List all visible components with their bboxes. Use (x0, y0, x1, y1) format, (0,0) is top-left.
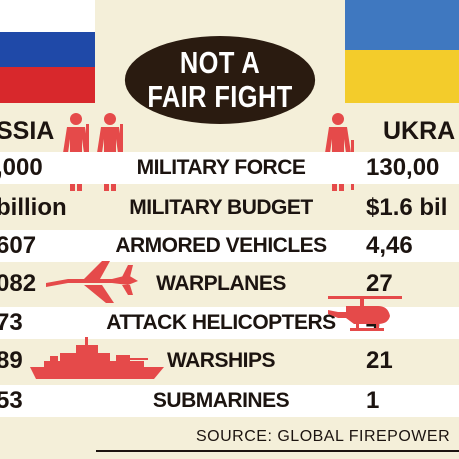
left-value: 89 (0, 347, 23, 374)
left-value: 53 (0, 387, 23, 414)
table-row: 607 ARMORED VEHICLES 4,46 (0, 229, 459, 263)
bottom-divider (96, 450, 459, 452)
row-label: WARSHIPS (166, 349, 276, 372)
ukraine-flag (345, 0, 459, 103)
table-row: billion MILITARY BUDGET $1.6 bil (0, 191, 459, 225)
row-label: ARMORED VEHICLES (115, 234, 327, 257)
country-right: UKRA (383, 117, 456, 145)
source-note: SOURCE: GLOBAL FIREPOWER (196, 428, 451, 445)
russia-flag (0, 0, 95, 103)
title-oval: NOT A FAIR FIGHT (124, 36, 316, 124)
row-label: MILITARY FORCE (136, 156, 306, 179)
row-label: WARPLANES (156, 272, 286, 295)
right-value: 27 (366, 270, 393, 297)
right-value: 1 (366, 387, 380, 414)
table-row: 082 WARPLANES 27 (0, 267, 459, 301)
right-value: 21 (366, 347, 393, 374)
warplane-icon (46, 261, 138, 303)
warship-icon (30, 337, 164, 379)
table-row: 53 SUBMARINES 1 (0, 384, 459, 418)
row-label: SUBMARINES (152, 389, 290, 412)
right-value: 130,00 (366, 154, 440, 181)
helicopter-icon (328, 296, 402, 331)
right-value: 4,46 (366, 232, 413, 259)
title-line-2: FAIR FIGHT (147, 79, 293, 114)
table-row: ,000 MILITARY FORCE 130,00 (0, 151, 459, 185)
row-label: MILITARY BUDGET (129, 196, 313, 219)
left-value: 082 (0, 270, 37, 297)
country-left: SSIA (0, 117, 55, 145)
right-value: $1.6 bil (366, 194, 448, 221)
left-value: ,000 (0, 154, 43, 181)
left-value: billion (0, 194, 67, 221)
row-label: ATTACK HELICOPTERS (106, 311, 336, 334)
left-value: 73 (0, 309, 23, 336)
left-value: 607 (0, 232, 37, 259)
title-line-1: NOT A (179, 45, 261, 80)
